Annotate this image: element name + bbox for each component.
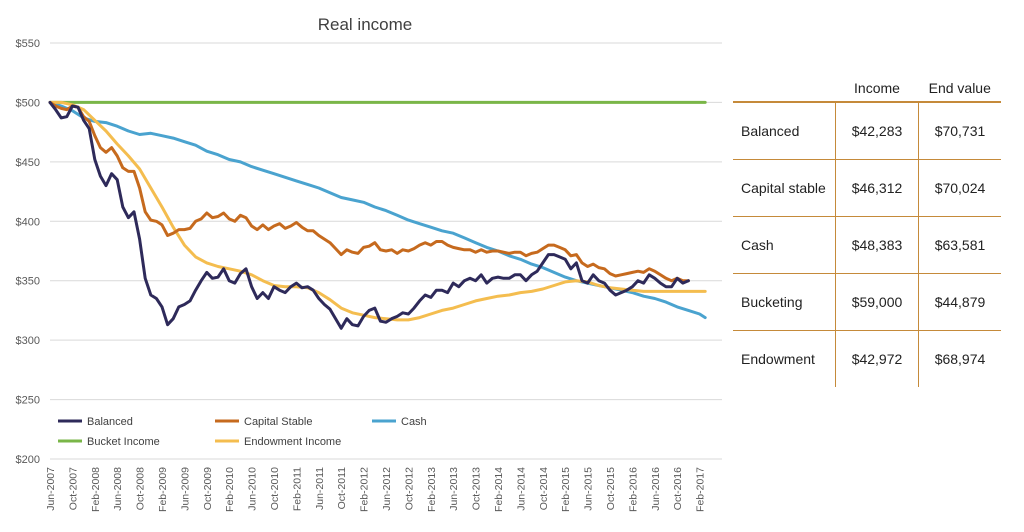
row-income: $42,972 <box>835 330 919 387</box>
x-tick-label: Feb-2012 <box>359 467 371 512</box>
x-tick-label: Oct-2011 <box>336 467 348 510</box>
x-tick-label: Oct-2007 <box>67 467 79 510</box>
row-income: $59,000 <box>835 273 919 331</box>
table-row: Capital stable $46,312 $70,024 <box>733 159 1001 217</box>
row-name: Capital stable <box>733 159 836 217</box>
x-axis-ticks: Jun-2007 Oct-2007 Feb-2008 Jun-2008 Oct-2008… <box>45 467 707 512</box>
y-tick-label: $250 <box>16 395 40 407</box>
x-tick-label: Jun-2010 <box>247 467 259 511</box>
x-tick-label: Feb-2008 <box>90 467 102 512</box>
x-tick-label: Oct-2016 <box>672 467 684 510</box>
x-tick-label: Feb-2013 <box>426 467 438 512</box>
row-income: $42,283 <box>835 101 919 160</box>
x-tick-label: Jun-2013 <box>448 467 460 511</box>
x-tick-label: Jun-2011 <box>314 467 326 510</box>
x-tick-label: Feb-2011 <box>291 467 303 511</box>
table-row: Endowment $42,972 $68,974 <box>733 330 1001 387</box>
row-end-value: $70,731 <box>918 101 1001 160</box>
row-name: Balanced <box>733 101 836 160</box>
table-row: Bucketing $59,000 $44,879 <box>733 273 1001 331</box>
real-income-chart: Real income $200 $250 $300 $350 $400 $450 $500… <box>16 15 722 512</box>
x-tick-label: Oct-2009 <box>202 467 214 510</box>
y-axis-ticks: $200 $250 $300 $350 $400 $450 $500 $550 <box>16 38 40 466</box>
x-tick-label: Oct-2013 <box>471 467 483 510</box>
legend-label: Capital Stable <box>244 416 313 428</box>
row-end-value: $44,879 <box>918 273 1001 331</box>
y-tick-label: $400 <box>16 216 40 228</box>
table-header-row: Income End value <box>733 74 1001 103</box>
x-tick-label: Feb-2017 <box>695 467 707 512</box>
x-tick-label: Jun-2014 <box>515 467 527 511</box>
x-tick-label: Jun-2016 <box>650 467 662 511</box>
y-tick-label: $500 <box>16 97 40 109</box>
table-header-end-value: End value <box>918 74 1001 103</box>
legend-label: Bucket Income <box>87 436 160 448</box>
x-tick-label: Feb-2009 <box>157 467 169 512</box>
series-line-balanced <box>48 100 690 330</box>
x-tick-label: Oct-2012 <box>403 467 415 510</box>
y-tick-label: $550 <box>16 38 40 50</box>
legend-label: Endowment Income <box>244 436 341 448</box>
row-name: Endowment <box>733 330 836 387</box>
x-tick-label: Jun-2009 <box>179 467 191 511</box>
summary-table: Income End value Balanced $42,283 $70,73… <box>733 74 1001 387</box>
legend-label: Cash <box>401 416 427 428</box>
row-end-value: $63,581 <box>918 216 1001 274</box>
x-tick-label: Oct-2010 <box>269 467 281 510</box>
x-tick-label: Feb-2016 <box>627 467 639 512</box>
x-tick-label: Feb-2015 <box>560 467 572 512</box>
table-header-blank <box>733 74 836 103</box>
table-header-income: Income <box>835 74 919 103</box>
y-tick-label: $350 <box>16 276 40 288</box>
x-tick-label: Feb-2014 <box>493 467 505 512</box>
x-tick-label: Oct-2008 <box>135 467 147 510</box>
table-row: Cash $48,383 $63,581 <box>733 216 1001 274</box>
row-name: Cash <box>733 216 836 274</box>
legend: Balanced Capital Stable Cash Bucket Income E… <box>58 416 427 448</box>
x-tick-label: Jun-2015 <box>583 467 595 511</box>
x-tick-label: Jun-2012 <box>381 467 393 511</box>
series-line-capital-stable <box>48 100 690 283</box>
y-tick-label: $300 <box>16 335 40 347</box>
x-tick-label: Oct-2015 <box>605 467 617 510</box>
table-row: Balanced $42,283 $70,731 <box>733 101 1001 160</box>
x-tick-label: Jun-2008 <box>112 467 124 511</box>
row-name: Bucketing <box>733 273 836 331</box>
series-lines <box>48 100 707 330</box>
series-line-endowment-income <box>48 100 707 322</box>
chart-title: Real income <box>318 15 413 34</box>
y-tick-label: $450 <box>16 157 40 169</box>
y-tick-label: $200 <box>16 454 40 466</box>
x-tick-label: Jun-2007 <box>45 467 57 511</box>
x-tick-label: Oct-2014 <box>538 467 550 510</box>
x-tick-label: Feb-2010 <box>224 467 236 512</box>
row-end-value: $68,974 <box>918 330 1001 387</box>
row-income: $46,312 <box>835 159 919 217</box>
row-end-value: $70,024 <box>918 159 1001 217</box>
row-income: $48,383 <box>835 216 919 274</box>
legend-label: Balanced <box>87 416 133 428</box>
